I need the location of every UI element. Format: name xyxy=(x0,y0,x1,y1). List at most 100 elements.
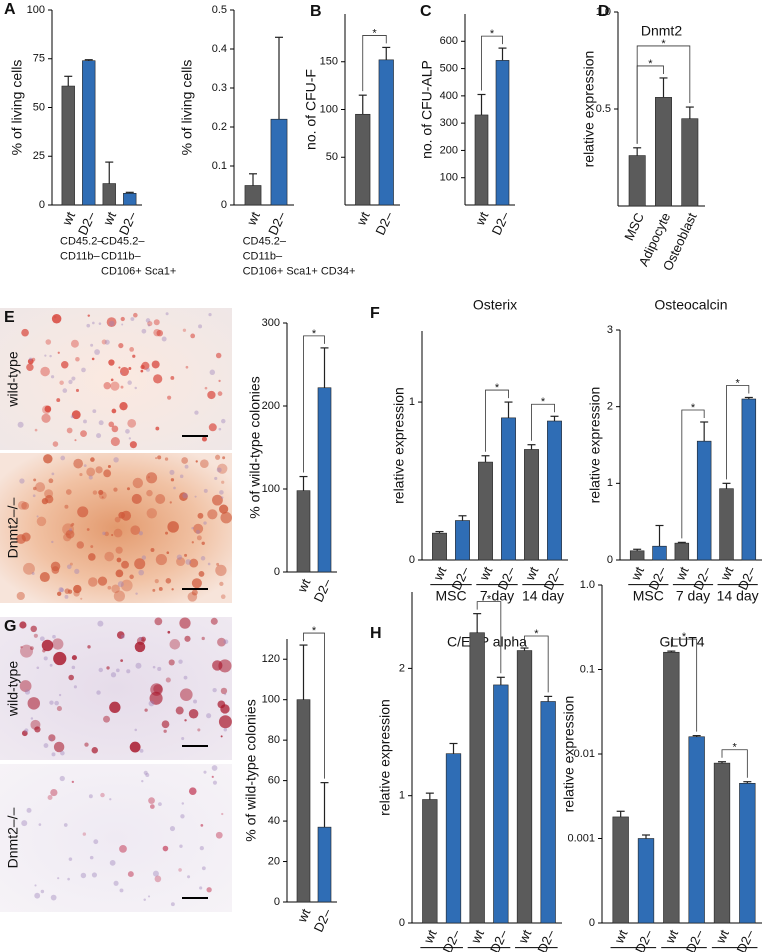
bar xyxy=(296,699,311,903)
cell xyxy=(68,857,73,861)
significance-label: * xyxy=(691,402,696,414)
group-label: CD11b– xyxy=(60,251,100,263)
x-tick-label: D2– xyxy=(487,927,511,952)
row-label: Dnmt2–/– xyxy=(5,807,21,868)
stain-spot xyxy=(106,317,117,328)
y-tick-label: 60 xyxy=(268,775,280,787)
cell xyxy=(44,354,47,357)
bar xyxy=(495,60,510,206)
group-label: CD11b– xyxy=(101,251,141,263)
stain-spot xyxy=(182,328,187,332)
stain-spot xyxy=(86,467,96,477)
x-tick-label: wt xyxy=(294,906,314,925)
significance-label: * xyxy=(312,328,317,340)
stain-spot xyxy=(201,541,205,545)
cell xyxy=(223,639,229,645)
stain-spot xyxy=(152,588,156,592)
stain-spot xyxy=(140,636,146,642)
cell xyxy=(71,376,76,381)
stain-spot xyxy=(88,577,98,587)
stain-spot xyxy=(104,531,109,537)
stain-spot xyxy=(140,369,144,373)
cell xyxy=(208,312,212,317)
stain-spot xyxy=(98,491,107,500)
bar xyxy=(516,650,533,924)
stain-spot xyxy=(27,697,41,710)
stain-spot xyxy=(175,706,184,715)
x-tick-label: D2– xyxy=(683,927,707,952)
y-tick-label: 100 xyxy=(440,172,458,184)
stain-spot xyxy=(103,469,112,478)
bar xyxy=(469,632,485,924)
bar xyxy=(478,461,493,561)
stain-spot xyxy=(103,715,111,723)
stain-spot xyxy=(154,875,162,883)
stain-spot xyxy=(69,562,73,566)
cell xyxy=(218,427,222,431)
stain-spot xyxy=(121,560,129,569)
stain-spot xyxy=(87,645,91,649)
cell xyxy=(141,555,147,560)
stain-spot xyxy=(35,482,46,493)
y-tick-label: 0.5 xyxy=(596,103,611,115)
stain-spot xyxy=(162,845,169,852)
stain-spot xyxy=(181,457,189,464)
stain-spot xyxy=(178,868,182,872)
cell xyxy=(88,794,93,799)
stain-spot xyxy=(115,569,124,578)
cell xyxy=(212,687,217,693)
y-tick-label: 1.0 xyxy=(580,579,595,591)
stain-spot xyxy=(167,395,172,400)
stain-spot xyxy=(158,587,163,591)
cell xyxy=(138,531,143,536)
stain-spot xyxy=(217,463,228,474)
stain-spot xyxy=(30,646,34,650)
bar xyxy=(612,816,629,924)
stain-spot xyxy=(147,476,150,479)
cell xyxy=(98,322,102,325)
y-tick-label: 150 xyxy=(320,56,338,68)
stain-spot xyxy=(144,708,148,712)
stain-spot xyxy=(44,405,52,413)
cell xyxy=(26,807,32,813)
stain-spot xyxy=(71,410,81,420)
stain-spot xyxy=(218,715,232,729)
y-tick-label: 1 xyxy=(399,790,405,802)
stain-spot xyxy=(64,588,71,594)
significance-bracket xyxy=(636,45,691,144)
stain-spot xyxy=(220,511,232,524)
stain-spot xyxy=(151,360,160,369)
stain-spot xyxy=(108,359,115,366)
x-tick-label: wt xyxy=(467,927,487,946)
stain-spot xyxy=(53,741,65,753)
stain-spot xyxy=(184,719,187,722)
cell xyxy=(68,379,73,385)
cell xyxy=(64,594,69,599)
cell xyxy=(66,564,72,570)
bar xyxy=(524,449,539,561)
cell xyxy=(209,369,216,376)
stain-spot xyxy=(47,795,53,800)
cell xyxy=(138,569,145,576)
stain-spot xyxy=(114,516,121,523)
stain-spot xyxy=(156,329,164,337)
cell xyxy=(97,620,104,627)
y-axis-label: % of living cells xyxy=(9,60,25,156)
stain-spot xyxy=(111,533,114,537)
y-tick-label: 300 xyxy=(440,117,458,129)
stain-spot xyxy=(154,579,159,584)
bar xyxy=(629,550,645,561)
cell xyxy=(134,386,137,390)
cell xyxy=(127,380,132,385)
stain-spot xyxy=(84,742,89,747)
cell xyxy=(51,472,55,476)
stain-spot xyxy=(195,460,198,463)
significance-label: * xyxy=(372,27,377,39)
group-label: CD11b– xyxy=(243,251,283,263)
cell xyxy=(214,476,218,481)
cell xyxy=(39,636,45,642)
stain-spot xyxy=(62,523,75,536)
stain-spot xyxy=(115,546,123,554)
row-label: wild-type xyxy=(5,351,21,407)
stain-spot xyxy=(107,465,111,469)
